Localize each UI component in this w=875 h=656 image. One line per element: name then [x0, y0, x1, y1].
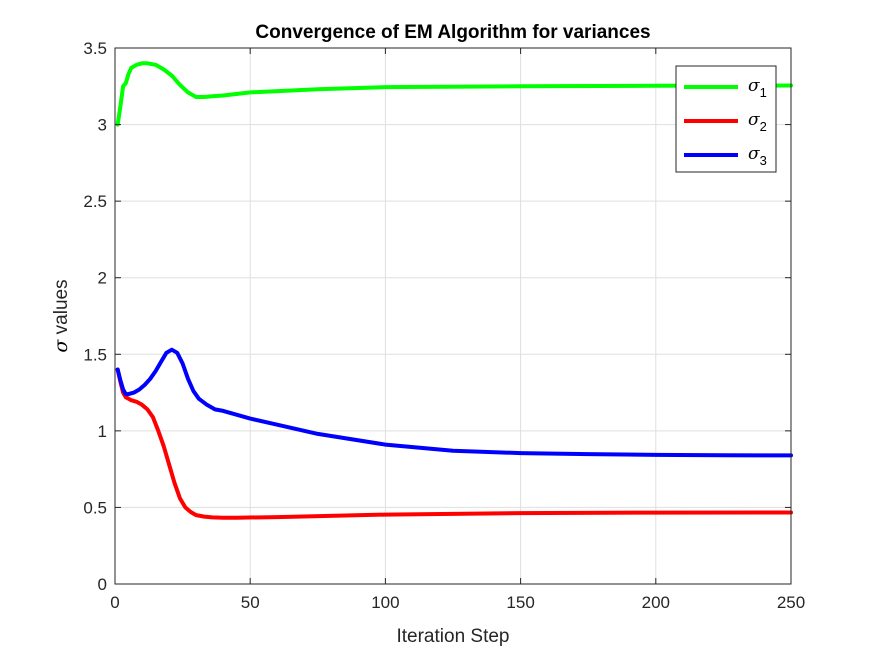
y-tick-label: 1: [98, 422, 107, 441]
y-axis-label: σ values: [50, 279, 72, 352]
x-tick-label: 50: [241, 593, 260, 612]
x-tick-label: 0: [110, 593, 119, 612]
legend-label-sigma-2: σ2: [748, 110, 767, 134]
legend-label-sigma-1: σ1: [748, 76, 767, 100]
legend-subscript: 2: [760, 119, 767, 134]
y-tick-label: 0: [98, 575, 107, 594]
ticks: [114, 47, 792, 585]
y-tick-label: 1.5: [83, 345, 107, 364]
y-tick-label: 3: [98, 116, 107, 135]
legend-symbol: σ: [748, 144, 760, 164]
plot-border: [114, 47, 792, 585]
legend-label-sigma-3: σ3: [748, 144, 767, 168]
x-tick-label: 100: [371, 593, 399, 612]
legend-symbol: σ: [748, 76, 760, 96]
y-tick-label: 0.5: [83, 498, 107, 517]
x-tick-labels: 0 50 100 150 200 250: [110, 593, 805, 612]
legend-symbol: σ: [748, 110, 760, 130]
x-axis-label: Iteration Step: [396, 626, 509, 647]
x-tick-label: 150: [506, 593, 534, 612]
x-tick-label: 250: [777, 593, 805, 612]
y-tick-labels: 0 0.5 1 1.5 2 2.5 3 3.5: [83, 39, 107, 594]
y-tick-label: 3.5: [83, 39, 107, 58]
y-axis-label-text: values: [51, 279, 72, 339]
legend-subscript: 3: [760, 153, 767, 168]
series-layer: [115, 61, 793, 520]
x-tick-label: 200: [642, 593, 670, 612]
series-line-sigma-2: [115, 367, 793, 520]
y-tick-label: 2.5: [83, 192, 107, 211]
chart-title: Convergence of EM Algorithm for variance…: [255, 22, 650, 43]
series-line-sigma-3: [115, 347, 793, 458]
series-line-sigma-1: [115, 61, 793, 127]
legend-subscript: 1: [760, 85, 767, 100]
y-tick-label: 2: [98, 269, 107, 288]
y-axis-label-symbol: σ: [50, 339, 72, 353]
